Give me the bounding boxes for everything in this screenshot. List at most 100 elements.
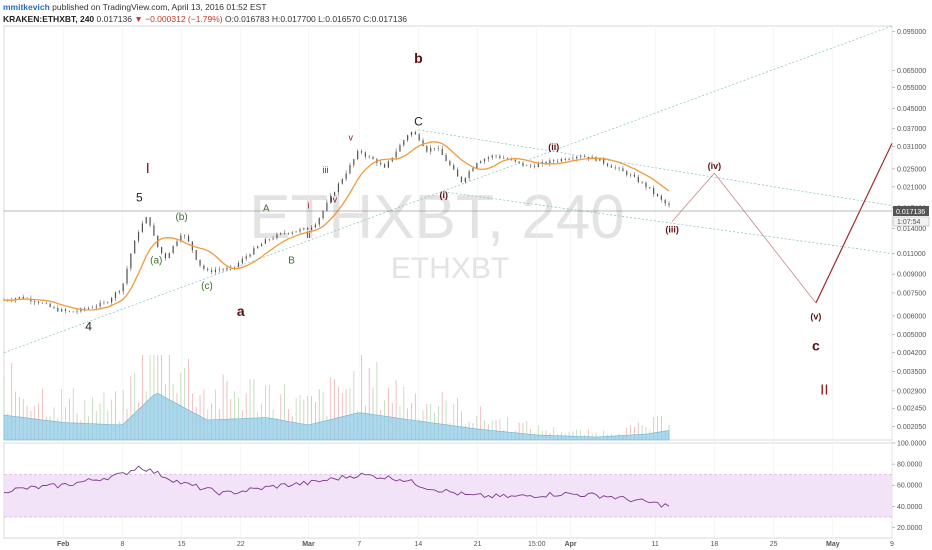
candle-body	[203, 265, 205, 269]
candle-body	[164, 253, 167, 259]
rsi-y-tick-label: 80.0000	[897, 462, 922, 469]
candle-body	[422, 140, 424, 147]
candle-body	[184, 235, 186, 237]
candle-body	[284, 232, 286, 234]
candle-body	[395, 151, 397, 158]
candle-body	[314, 224, 316, 228]
high-value: H:0.017700	[271, 14, 316, 24]
candle-body	[103, 302, 105, 304]
candle-body	[426, 146, 428, 152]
wave-label: ii	[306, 230, 310, 240]
candle-body	[145, 217, 147, 224]
candle-body	[195, 250, 197, 260]
projection-segment	[815, 143, 893, 304]
candle-body	[437, 148, 439, 149]
candle-body	[453, 165, 455, 170]
candle-body	[126, 268, 128, 284]
candle-body	[130, 253, 132, 269]
ohlc-legend: KRAKEN:ETHXBT, 240 0.017136 ▼ −0.000312 …	[3, 14, 407, 24]
y-tick-label: 0.007500	[897, 290, 926, 297]
author-link[interactable]: mmitkevich	[3, 2, 50, 12]
y-tick-label: 0.025000	[897, 166, 926, 173]
y-tick-label: 0.021000	[897, 184, 926, 191]
low-value: L:0.016570	[318, 14, 361, 24]
candle-body	[141, 223, 143, 233]
candle-body	[530, 165, 532, 167]
candle-body	[553, 160, 555, 162]
candle-body	[99, 302, 101, 307]
candles	[3, 130, 670, 315]
y-tick-label: 0.005000	[897, 332, 926, 339]
candle-body	[368, 156, 370, 158]
candle-body	[326, 202, 328, 211]
candle-body	[514, 159, 516, 162]
candle-body	[287, 233, 290, 234]
candle-body	[76, 311, 78, 313]
trendlines	[3, 25, 893, 354]
candle-body	[218, 269, 220, 271]
candle-body	[168, 253, 170, 259]
wave-label: C	[414, 115, 423, 129]
candle-body	[441, 148, 443, 156]
candle-body	[564, 158, 566, 160]
x-tick-label: 18	[711, 541, 719, 548]
candle-body	[149, 217, 151, 226]
candle-body	[457, 169, 459, 177]
candle-body	[472, 168, 474, 172]
candle-body	[645, 182, 647, 188]
candle-body	[603, 159, 605, 164]
candle-body	[460, 176, 463, 182]
y-tick-label: 0.055000	[897, 85, 926, 92]
candle-body	[649, 187, 651, 189]
candle-body	[37, 302, 40, 304]
candle-body	[633, 174, 636, 177]
last-price-tag-text: 0.017136	[896, 209, 925, 216]
candle-body	[111, 297, 113, 303]
candle-body	[222, 269, 224, 271]
wave-label: a	[237, 303, 245, 319]
candle-body	[468, 171, 470, 178]
candle-body	[580, 156, 582, 158]
candle-body	[345, 173, 347, 180]
candle-body	[533, 166, 536, 168]
wave-label: (v)	[810, 311, 821, 321]
time-axis[interactable]: Feb 8 15 22 Mar 7 14 21 15:00 Apr 11 18 25 May 9	[57, 541, 894, 548]
candle-body	[260, 243, 263, 247]
candle-body	[510, 159, 513, 161]
volume-area	[3, 392, 670, 441]
candle-body	[303, 227, 305, 230]
candle-body	[560, 158, 563, 162]
open-value: O:0.016783	[225, 14, 270, 24]
candle-body	[299, 229, 301, 232]
price-tags: 0.017136 1:07:54	[4, 206, 930, 227]
y-tick-label: 0.009000	[897, 272, 926, 279]
candle-body	[403, 140, 405, 146]
candle-body	[137, 232, 140, 241]
wave-labels: 345I(a)(b)(c)aABiiiiiiivvbC(i)(ii)(iii)(…	[85, 50, 828, 399]
candle-body	[599, 159, 601, 161]
y-tick-label: 0.002450	[897, 406, 926, 413]
candle-body	[114, 292, 117, 298]
candle-body	[399, 145, 401, 152]
candle-body	[418, 134, 420, 141]
countdown-text: 1:07:54	[897, 219, 920, 226]
x-tick-label: 8	[120, 541, 124, 548]
candle-body	[153, 225, 155, 236]
candle-body	[87, 307, 90, 309]
candle-body	[549, 160, 551, 164]
rsi-y-tick-label: 20.0000	[897, 525, 922, 532]
candle-body	[660, 196, 662, 200]
x-tick-label: May	[826, 541, 840, 548]
candle-body	[622, 168, 624, 172]
candle-body	[95, 306, 97, 308]
candle-body	[522, 162, 524, 166]
trendline	[443, 191, 893, 254]
symbol-label[interactable]: KRAKEN:ETHXBT, 240	[3, 14, 95, 24]
y-tick-label: 0.014000	[897, 226, 926, 233]
candle-body	[318, 218, 320, 225]
price-axis[interactable]: 0.095000 0.065000 0.055000 0.045000 0.037000…	[892, 29, 926, 532]
candle-body	[249, 254, 251, 257]
candle-body	[349, 165, 351, 174]
wave-label: (ii)	[548, 142, 559, 152]
